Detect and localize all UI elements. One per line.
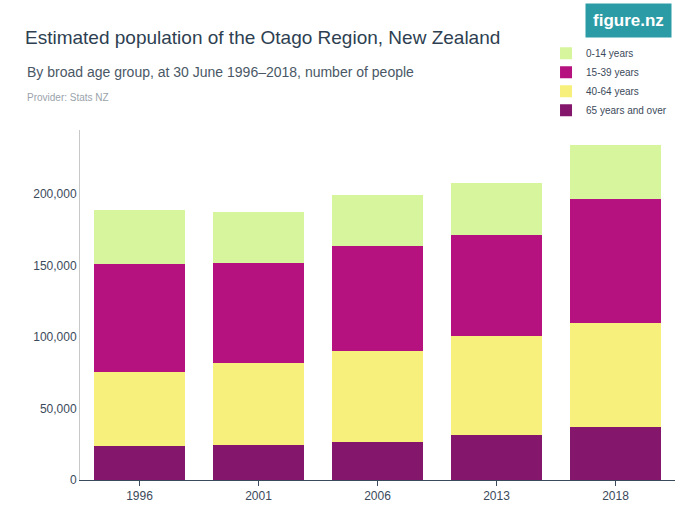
svg-text:65 years and over: 65 years and over (586, 105, 667, 116)
svg-text:50,000: 50,000 (40, 402, 77, 416)
svg-text:1996: 1996 (126, 489, 153, 503)
svg-text:By broad age group, at 30 June: By broad age group, at 30 June 1996–2018… (27, 64, 414, 80)
svg-text:0: 0 (70, 473, 77, 487)
svg-text:0-14 years: 0-14 years (586, 48, 633, 59)
svg-text:2001: 2001 (245, 489, 272, 503)
svg-text:2018: 2018 (602, 489, 629, 503)
svg-text:Provider: Stats NZ: Provider: Stats NZ (27, 92, 109, 103)
svg-text:100,000: 100,000 (33, 330, 77, 344)
svg-text:150,000: 150,000 (33, 259, 77, 273)
svg-text:200,000: 200,000 (33, 187, 77, 201)
svg-text:2013: 2013 (483, 489, 510, 503)
svg-text:15-39 years: 15-39 years (586, 67, 639, 78)
svg-text:40-64 years: 40-64 years (586, 86, 639, 97)
svg-text:2006: 2006 (364, 489, 391, 503)
svg-text:figure.nz: figure.nz (593, 11, 664, 30)
svg-text:Estimated population of the Ot: Estimated population of the Otago Region… (25, 27, 500, 48)
